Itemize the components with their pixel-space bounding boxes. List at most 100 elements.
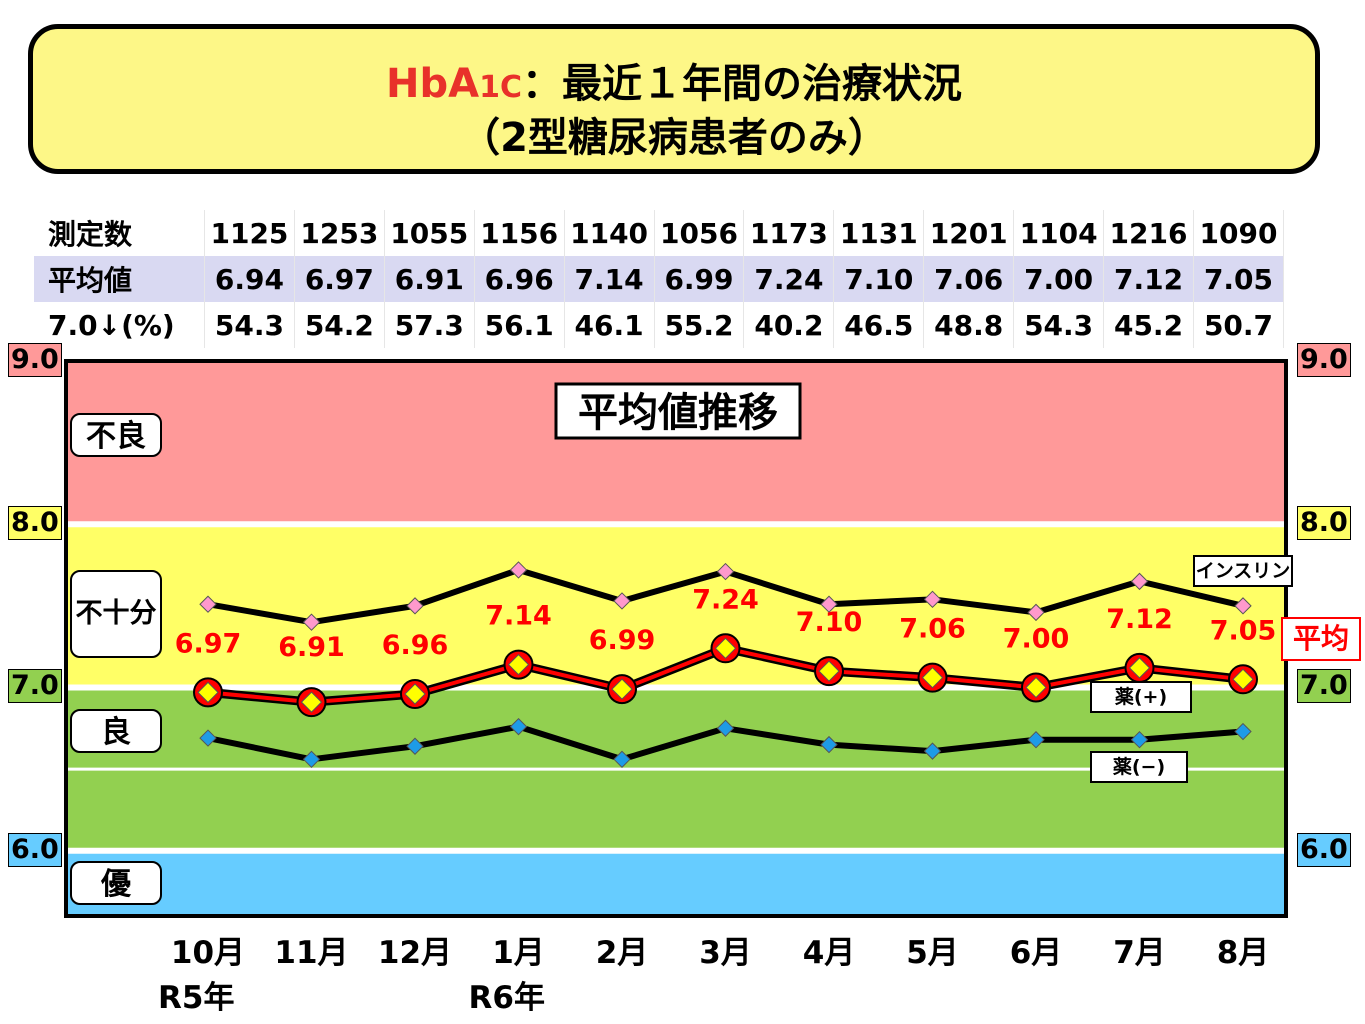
series-legend: 平均 xyxy=(1281,617,1361,661)
series-point-2 xyxy=(611,678,633,700)
stats-cell: 7.24 xyxy=(743,256,835,302)
stats-cell: 1125 xyxy=(204,210,295,256)
series-point-3 xyxy=(199,729,217,747)
title-subtitle: （2型糖尿病患者のみ） xyxy=(460,115,888,161)
series-point-0 xyxy=(302,613,321,631)
stats-cell: 55.2 xyxy=(654,302,745,348)
average-value-label: 6.97 xyxy=(175,628,242,659)
stats-row: 測定数 1125 1253 1055 1156 1140 1056 1173 1131 1201 1… xyxy=(34,210,1285,256)
stats-cell: 54.3 xyxy=(1013,302,1105,348)
title-box: HbA1C：最近１年間の治療状況 （2型糖尿病患者のみ） xyxy=(28,24,1320,174)
y-tick-label: 6.0 xyxy=(8,833,62,867)
series-point-3 xyxy=(1234,722,1252,741)
stats-cell: 7.00 xyxy=(1013,256,1105,302)
series-point-2 xyxy=(1232,668,1254,691)
stats-row-label: 測定数 xyxy=(34,210,205,256)
stats-cell: 46.1 xyxy=(564,302,655,348)
band-excellent xyxy=(66,850,1286,916)
x-tick-label: 3月 xyxy=(699,935,752,971)
y-tick-label: 7.0 xyxy=(1297,669,1351,703)
chart-title-box xyxy=(554,382,802,440)
average-value-label: 6.99 xyxy=(589,625,656,656)
year-label: R6年 xyxy=(468,980,545,1016)
series-point-3 xyxy=(613,750,631,769)
title-text: ：最近１年間の治療状況 xyxy=(521,61,962,107)
x-tick-label: 5月 xyxy=(906,935,959,971)
y-tick-label: 9.0 xyxy=(1297,343,1351,377)
average-value-label: 7.24 xyxy=(692,584,759,615)
y-tick-label: 6.0 xyxy=(1297,833,1351,867)
series-point-3 xyxy=(820,735,838,754)
average-value-label: 7.12 xyxy=(1106,604,1173,635)
x-tick-label: 1月 xyxy=(492,935,545,971)
stats-cell: 1056 xyxy=(654,210,745,256)
series-point-2 xyxy=(507,653,530,676)
average-value-label: 7.14 xyxy=(485,601,552,632)
series-point-3 xyxy=(302,750,321,769)
y-tick-label: 8.0 xyxy=(1297,506,1351,540)
series-legend: 薬(−) xyxy=(1090,751,1188,783)
band-label: 優 xyxy=(70,861,162,905)
stats-cell: 1253 xyxy=(294,210,385,256)
stats-cell: 57.3 xyxy=(384,302,475,348)
chart-title: 平均値推移 xyxy=(578,390,778,436)
average-value-label: 6.91 xyxy=(278,632,345,663)
y-tick-label: 7.0 xyxy=(8,669,62,703)
title-hba: HbA1C xyxy=(386,61,522,107)
series-point-0 xyxy=(923,590,942,609)
y-tick-label: 9.0 xyxy=(8,343,62,377)
series-point-2 xyxy=(921,666,944,689)
x-tick-label: 11月 xyxy=(274,935,349,971)
stats-cell: 6.99 xyxy=(654,256,745,302)
stats-cell: 45.2 xyxy=(1103,302,1194,348)
average-value-label: 7.00 xyxy=(1003,623,1070,654)
stats-cell: 1104 xyxy=(1013,210,1105,256)
stats-row: 7.0↓(%) 54.3 54.2 57.3 56.1 46.1 55.2 40.2 46.5 4… xyxy=(34,302,1285,348)
series-point-0 xyxy=(820,595,838,613)
series-point-0 xyxy=(1027,603,1045,622)
series-point-2 xyxy=(300,691,323,713)
stats-cell: 7.06 xyxy=(923,256,1015,302)
series-point-3 xyxy=(716,719,735,737)
series-point-0 xyxy=(509,561,528,579)
average-value-label: 6.96 xyxy=(382,630,449,661)
stats-cell: 1090 xyxy=(1193,210,1285,256)
stats-cell: 1131 xyxy=(833,210,925,256)
x-tick-label: 2月 xyxy=(595,935,649,971)
band-insufficient xyxy=(66,524,1286,688)
series-point-0 xyxy=(613,592,631,610)
x-tick-label: 12月 xyxy=(377,935,453,971)
series-legend: 薬(+) xyxy=(1090,681,1192,713)
stats-table: 測定数 1125 1253 1055 1156 1140 1056 1173 1131 1201 1… xyxy=(34,210,1285,348)
band-label: 良 xyxy=(70,709,162,753)
band-label: 不十分 xyxy=(70,570,162,658)
series-point-3 xyxy=(923,742,942,760)
stats-cell: 1055 xyxy=(384,210,475,256)
year-label: R5年 xyxy=(158,980,235,1016)
stats-cell: 46.5 xyxy=(833,302,925,348)
series-legend: インスリン xyxy=(1193,555,1293,587)
stats-cell: 40.2 xyxy=(743,302,835,348)
series-point-3 xyxy=(1130,730,1149,749)
stats-cell: 1201 xyxy=(923,210,1015,256)
series-point-3 xyxy=(406,737,424,755)
stats-cell: 1156 xyxy=(474,210,565,256)
series-point-2 xyxy=(1025,676,1047,699)
series-point-0 xyxy=(1234,597,1252,615)
series-point-2 xyxy=(1128,657,1151,679)
series-point-2 xyxy=(818,660,840,682)
stats-cell: 50.7 xyxy=(1193,302,1285,348)
stats-cell: 6.97 xyxy=(294,256,385,302)
x-tick-label: 10月 xyxy=(170,935,246,971)
series-point-2 xyxy=(197,681,219,704)
stats-cell: 7.10 xyxy=(833,256,925,302)
stats-cell: 1216 xyxy=(1103,210,1194,256)
stats-cell: 7.05 xyxy=(1193,256,1285,302)
series-point-2 xyxy=(404,683,426,705)
stats-row: 平均値 6.94 6.97 6.91 6.96 7.14 6.99 7.24 7.10 7.06 7… xyxy=(34,256,1285,302)
stats-cell: 6.96 xyxy=(474,256,565,302)
band-label: 不良 xyxy=(70,413,162,457)
average-value-label: 7.10 xyxy=(796,607,863,638)
series-point-2 xyxy=(714,637,737,660)
